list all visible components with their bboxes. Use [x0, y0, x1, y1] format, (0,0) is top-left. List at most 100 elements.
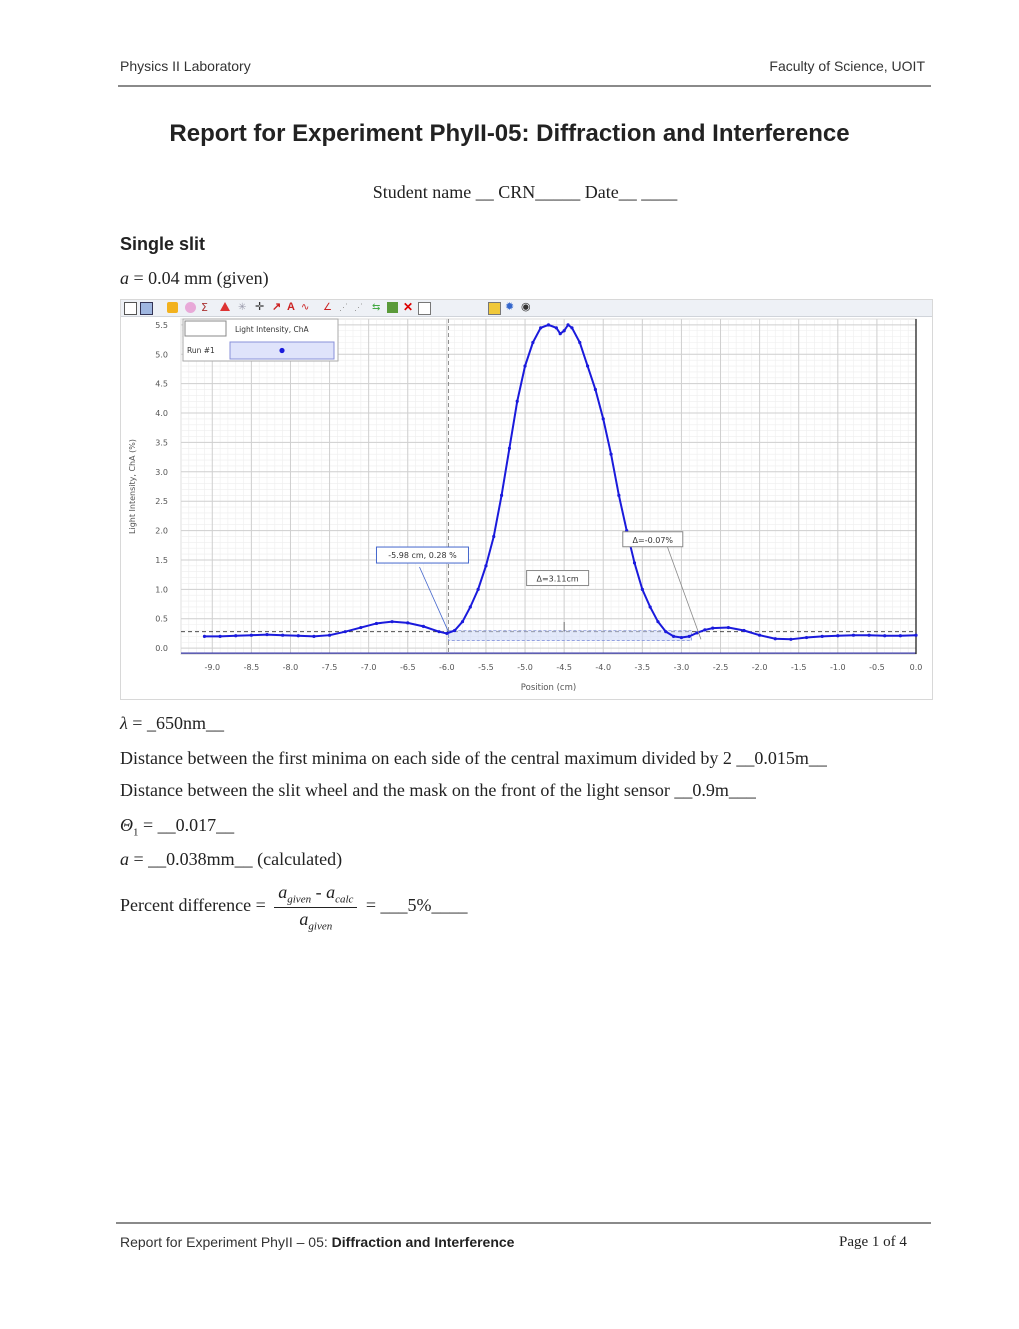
x-axis-label: Position (cm): [521, 683, 576, 693]
data-point: [687, 634, 691, 638]
page-title: Report for Experiment PhyII-05: Diffract…: [169, 120, 850, 147]
data-point: [343, 630, 347, 634]
data-point: [265, 633, 269, 637]
chart-plot[interactable]: -9.0 -8.5 -8.0 -7.5 -7.0 -6.5 -6.0 -5.5 -5.0 -4.5…: [121, 317, 932, 699]
annotation-coordinates: -5.98 cm, 0.28 %: [388, 551, 457, 560]
data-point: [562, 329, 566, 333]
fraction-denominator: agiven: [299, 908, 333, 933]
data-point: [804, 635, 809, 640]
header-left: Physics II Laboratory: [120, 58, 251, 74]
lambda-text: = _650nm__: [127, 713, 224, 733]
x-tick-label: -2.0: [752, 663, 768, 672]
highlight-icon[interactable]: [167, 302, 178, 313]
x-tick-label: -5.0: [517, 663, 533, 672]
y-tick-label: 3.5: [155, 438, 168, 447]
add-point-icon[interactable]: ⋰: [339, 302, 348, 312]
data-point: [585, 364, 590, 368]
y-tick-label: 1.5: [155, 556, 168, 565]
y-tick-label: 1.0: [155, 585, 168, 594]
tangent-icon[interactable]: ∠: [323, 302, 332, 313]
y-tick-label: 3.0: [155, 468, 168, 477]
data-point: [593, 387, 598, 392]
data-point: [566, 323, 570, 327]
copy-icon[interactable]: [418, 302, 431, 315]
smart-tool-icon[interactable]: [185, 302, 196, 313]
data-point: [836, 634, 840, 638]
given-a-var: a: [120, 268, 129, 288]
a-calc-var: a: [120, 849, 129, 869]
data-point: [531, 340, 535, 345]
delete-icon[interactable]: ✕: [403, 300, 414, 314]
footer-rule: [116, 1222, 931, 1224]
data-point: [679, 635, 684, 640]
annotation-box: [375, 546, 469, 564]
settings-icon[interactable]: [488, 302, 501, 315]
given-a-text: = 0.04 mm (given): [129, 268, 269, 288]
header-right: Faculty of Science, UOIT: [769, 58, 925, 74]
theta-symbol: Θ: [120, 815, 133, 835]
delta-y-box: [622, 531, 684, 548]
y-tick-label: 4.5: [155, 380, 168, 389]
data-point: [327, 633, 332, 637]
data-point: [726, 625, 730, 630]
theta-text: = __0.017__: [138, 815, 235, 835]
data-point: [445, 631, 449, 636]
lambda-line: λ = _650nm__: [120, 713, 224, 734]
curve-fit-icon[interactable]: ✳: [238, 302, 247, 313]
a-calc-text: = __0.038mm__ (calculated): [129, 849, 343, 869]
data-point: [703, 628, 707, 632]
x-tick-label: -4.5: [556, 663, 572, 672]
x-tick-label: -8.5: [244, 663, 260, 672]
data-point: [437, 630, 441, 634]
data-point: [374, 621, 379, 626]
x-tick-label: -7.0: [361, 663, 377, 672]
data-point: [914, 633, 918, 637]
data-point: [773, 637, 777, 641]
percent-result: = ___5%____: [361, 895, 468, 916]
y-tick-label: 0.0: [155, 644, 168, 653]
data-point: [406, 621, 410, 625]
data-point: [249, 633, 253, 637]
series-line: [204, 323, 917, 641]
y-tick-label: 5.5: [155, 321, 168, 330]
data-point: [202, 634, 207, 638]
delta-y-label: Δ=-0.07%: [633, 536, 674, 545]
annotation-icon[interactable]: A: [287, 301, 295, 313]
table-icon[interactable]: [387, 302, 398, 313]
data-point: [476, 587, 480, 591]
data-point: [648, 605, 652, 609]
section-title: Single slit: [120, 234, 206, 254]
x-tick-label: -8.0: [283, 663, 299, 672]
legend-header: Light Intensity, ChA: [235, 325, 310, 334]
scale-icon[interactable]: [124, 302, 137, 315]
data-point: [218, 634, 222, 638]
x-tick-label: -2.5: [713, 663, 729, 672]
data-point: [851, 633, 856, 637]
given-a-line: a = 0.04 mm (given): [120, 268, 269, 289]
data-point: [632, 561, 637, 565]
eye-icon[interactable]: ◉: [521, 301, 531, 313]
chart-panel: Σ ✳ ✛ ↗ A ∿ ∠ ⋰ ⋰ ⇆ ✕ ✹ ◉ -9.0 -8.5 -8.0 -7…: [120, 299, 933, 700]
sigma-icon[interactable]: Σ: [201, 301, 208, 314]
y-tick-label: 4.0: [155, 409, 168, 418]
percent-fraction: agiven - acalc agiven: [274, 882, 358, 933]
triangle-icon[interactable]: [220, 302, 230, 311]
student-line: Student name __ CRN_____ Date__ ____: [372, 182, 678, 202]
lambda-symbol: λ: [120, 713, 128, 733]
x-tick-label: -3.5: [635, 663, 651, 672]
legend-marker: [279, 347, 285, 354]
data-point: [523, 364, 527, 368]
remove-point-icon[interactable]: ⋰: [354, 302, 363, 312]
data-point: [695, 631, 699, 635]
select-icon[interactable]: ⇆: [372, 302, 381, 313]
gear-icon[interactable]: ✹: [505, 301, 515, 313]
x-tick-label: -5.5: [478, 663, 494, 672]
slope-icon[interactable]: ↗: [272, 301, 282, 313]
data-point: [664, 630, 668, 634]
data-point: [820, 634, 824, 638]
data-series-icon[interactable]: ∿: [301, 302, 310, 313]
coordinates-icon[interactable]: ✛: [255, 301, 265, 313]
display-icon[interactable]: [140, 302, 153, 315]
percent-label: Percent difference =: [120, 895, 271, 916]
chart-toolbar: Σ ✳ ✛ ↗ A ∿ ∠ ⋰ ⋰ ⇆ ✕ ✹ ◉: [121, 300, 932, 317]
